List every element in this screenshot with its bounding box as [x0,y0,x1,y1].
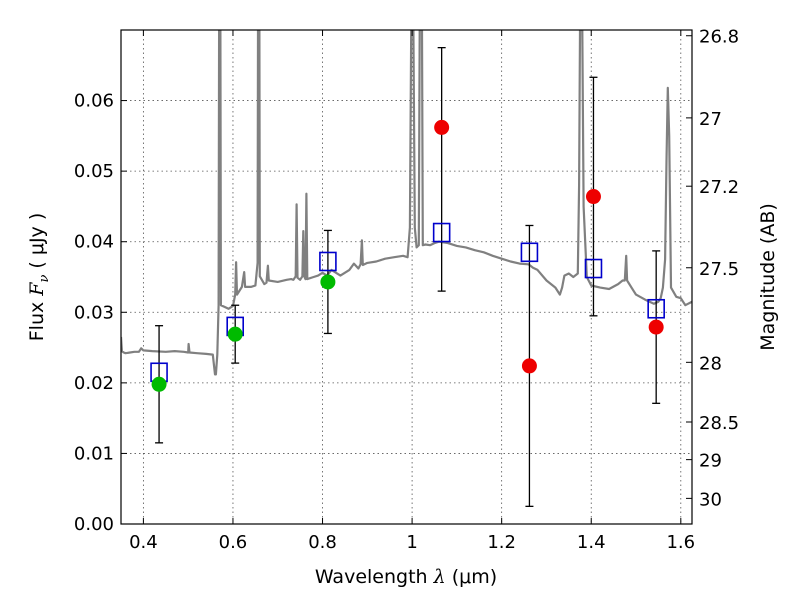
mag-tick-label: 27.5 [699,259,739,280]
y-tick-label: 0.03 [74,302,114,323]
ticks: 0.4 0.6 0.8 1 1.2 1.4 1.6 0.00 0.01 0.02 0.03 0.04 0… [74,27,739,553]
y-tick-label: 0.02 [74,373,114,394]
mag-tick-label: 28 [699,353,722,374]
detection-point [227,326,243,342]
plot-area [121,30,692,508]
y-tick-label: 0.05 [74,161,114,182]
mag-tick-label: 28.5 [699,413,739,434]
secondary-y-axis-label: Magnitude (AB) [757,203,779,351]
non-detection-point [434,119,450,135]
y-axis-label: Flux Fν ( μJy ) [26,213,52,342]
model-square [584,258,603,279]
x-tick-label: 1.6 [666,532,695,553]
non-detection-point [648,319,664,335]
x-tick-label: 1.2 [487,532,516,553]
spectrum-line [121,30,692,376]
y-tick-label: 0.06 [74,91,114,112]
x-tick-label: 0.8 [308,532,337,553]
mag-tick-label: 30 [699,489,722,510]
x-tick-label: 1 [406,532,417,553]
x-axis-label: Wavelength λ (μm) [315,566,497,588]
detection-point [320,274,336,290]
y-tick-label: 0.01 [74,443,114,464]
x-tick-label: 1.4 [577,532,606,553]
mag-tick-label: 29 [699,451,722,472]
model-square [520,242,539,263]
plot-frame [120,29,693,525]
y-tick-label: 0.04 [74,232,114,253]
model-square [647,298,665,319]
non-detection-point [521,358,537,374]
x-tick-label: 0.6 [219,532,248,553]
x-tick-label: 0.4 [129,532,158,553]
detection-point [151,376,167,392]
model-square [319,251,337,272]
mag-tick-label: 27.2 [699,177,739,198]
mag-tick-label: 27 [699,109,722,130]
non-detection-point [585,189,601,205]
model-square [432,222,451,243]
mag-tick-label: 26.8 [699,27,739,48]
y-tick-label: 0.00 [74,514,114,535]
